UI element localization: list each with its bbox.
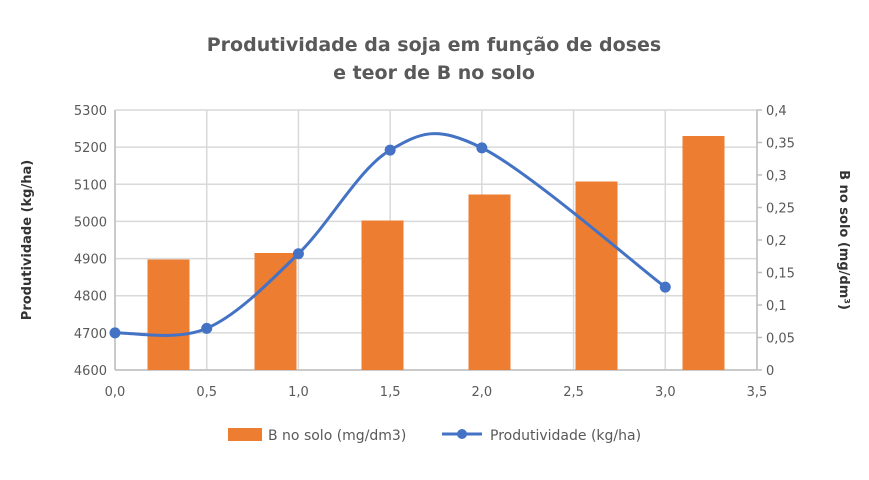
bar [147, 259, 190, 370]
x-tick-label: 3,0 [655, 385, 676, 400]
y-left-tick-label: 5200 [74, 141, 107, 156]
legend-label-bar: B no solo (mg/dm3) [268, 428, 406, 444]
line-point [292, 248, 304, 260]
line-point [659, 281, 671, 293]
line-point [384, 144, 396, 156]
x-tick-label: 0,0 [105, 385, 126, 400]
x-tick-label: 2,0 [472, 385, 493, 400]
y-right-tick-label: 0,3 [766, 169, 787, 184]
y-right-tick-label: 0 [766, 364, 774, 379]
chart-title-line-2: e teor de B no solo [333, 62, 535, 84]
y-left-tick-label: 5000 [74, 215, 107, 230]
y-right-tick-label: 0,25 [766, 202, 795, 217]
x-tick-label: 0,5 [196, 385, 217, 400]
y-right-tick-label: 0,2 [766, 234, 787, 249]
bar [468, 194, 511, 370]
y-right-tick-label: 0,35 [766, 137, 795, 152]
line-point [476, 142, 488, 154]
x-tick-label: 1,5 [380, 385, 401, 400]
legend-swatch-marker [457, 429, 467, 439]
y-left-axis-label: Produtividade (kg/ha) [20, 160, 35, 320]
legend-label-line: Produtividade (kg/ha) [490, 428, 641, 444]
y-right-tick-label: 0,05 [766, 332, 795, 347]
bar [682, 136, 725, 370]
y-left-tick-label: 4700 [74, 327, 107, 342]
line-point [201, 322, 213, 334]
x-tick-label: 2,5 [563, 385, 584, 400]
x-tick-label: 1,0 [288, 385, 309, 400]
bar [361, 220, 404, 370]
y-left-tick-label: 4900 [74, 253, 107, 268]
y-right-tick-label: 0,4 [766, 104, 787, 119]
bar [575, 181, 618, 370]
line-point [109, 327, 121, 339]
legend: B no solo (mg/dm3) Produtividade (kg/ha) [228, 428, 641, 444]
y-right-axis-label: B no solo (mg/dm³) [836, 170, 851, 310]
x-tick-label: 3,5 [747, 385, 768, 400]
y-right-tick-label: 0,1 [766, 299, 787, 314]
y-right-tick-label: 0,15 [766, 267, 795, 282]
bar [254, 253, 297, 370]
y-left-tick-label: 4800 [74, 290, 107, 305]
y-left-tick-label: 5300 [74, 104, 107, 119]
y-left-tick-label: 4600 [74, 364, 107, 379]
y-left-tick-label: 5100 [74, 178, 107, 193]
chart-title-line-1: Produtividade da soja em função de doses [207, 34, 661, 56]
legend-swatch-bar [228, 428, 262, 441]
